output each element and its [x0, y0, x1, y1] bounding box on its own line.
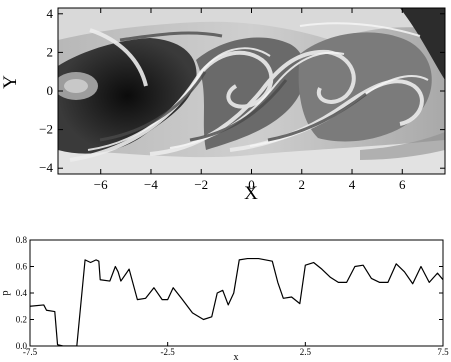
line-x-tick-label: 7.5	[437, 347, 449, 357]
line-x-tick-label: 2.5	[300, 347, 312, 357]
heatmap-field	[54, 8, 445, 174]
line-xlabel: x	[234, 352, 239, 362]
field-x-tick-label: 6	[399, 177, 406, 192]
field-y-tick-label: 4	[47, 6, 54, 21]
line-y-tick-label: 0.2	[16, 315, 27, 325]
line-x-tick-label: -2.5	[161, 347, 176, 357]
field-x-tick-label: −2	[194, 177, 208, 192]
field-x-tick-label: −4	[144, 177, 158, 192]
line-y-tick-label: 0.0	[16, 341, 28, 351]
field-y-tick-label: −4	[39, 160, 53, 175]
line-y-tick-label: 0.4	[16, 288, 28, 298]
line-y-tick-label: 0.8	[16, 235, 28, 245]
field-x-tick-label: −6	[94, 177, 108, 192]
line-y-tick-label: 0.6	[16, 262, 28, 272]
field-x-tick-label: 4	[349, 177, 356, 192]
line-panel: -7.5 -2.5 2.5 7.50.00.20.40.60.8 x p	[0, 235, 449, 362]
field-y-tick-label: 2	[47, 44, 54, 59]
field-y-tick-label: −2	[39, 122, 53, 137]
field-y-tick-label: 0	[47, 83, 54, 98]
field-ylabel: Y	[0, 75, 21, 89]
field-x-tick-label: 2	[299, 177, 306, 192]
line-frame	[30, 240, 443, 346]
field-xlabel: X	[244, 183, 258, 204]
line-ylabel: p	[0, 291, 11, 296]
